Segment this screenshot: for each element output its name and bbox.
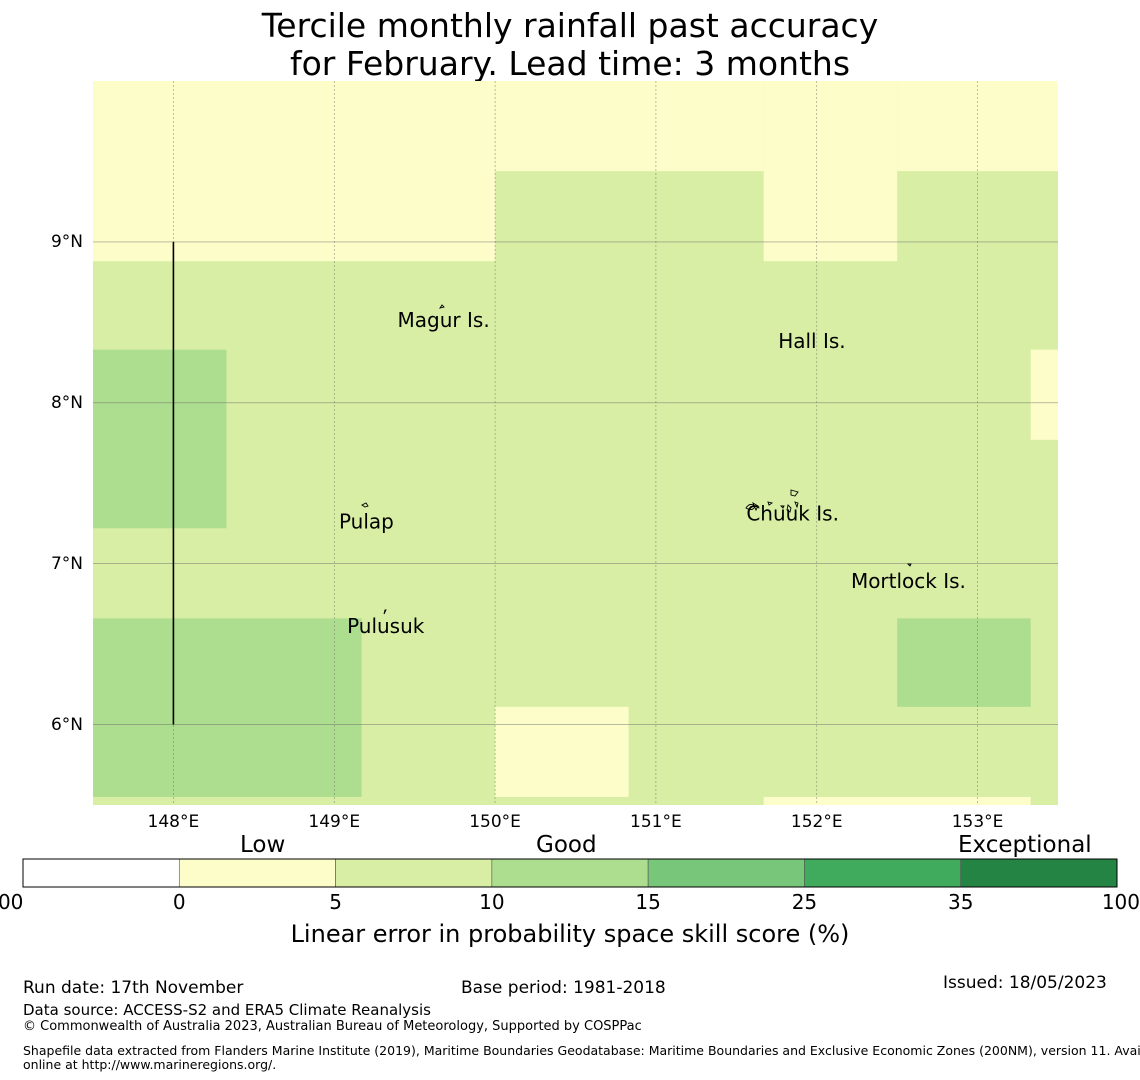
colorbar-segment — [491, 858, 649, 888]
colorbar-tick-label: 0 — [172, 890, 186, 914]
island-label: Mortlock Is. — [851, 569, 966, 593]
base-period: Base period: 1981-2018 — [461, 978, 666, 998]
data-source: Data source: ACCESS-S2 and ERA5 Climate … — [23, 1001, 431, 1019]
chart-title-line2: for February. Lead time: 3 months — [289, 44, 851, 83]
island-label: Pulusuk — [347, 614, 425, 638]
colorbar-tick-label: 10 — [479, 890, 505, 914]
island-label: Pulap — [339, 509, 394, 533]
colorbar-tick-label: 25 — [791, 890, 818, 914]
longitude-tick-label: 150°E — [469, 812, 521, 832]
skill-region-low — [1030, 349, 1058, 440]
island-outline — [361, 502, 369, 508]
island-label: Magur Is. — [398, 308, 490, 332]
island-label: Chuuk Is. — [746, 501, 839, 525]
shapefile-credit-line1: Shapefile data extracted from Flanders M… — [23, 1043, 1140, 1058]
skill-region-low — [495, 706, 629, 797]
colorbar-tick-label: 100 — [1101, 890, 1140, 914]
latitude-tick-label: 8°N — [50, 392, 83, 413]
colorbar-category-good: Good — [536, 832, 597, 858]
island-outline — [794, 501, 799, 509]
colorbar-tick-label: 35 — [947, 890, 974, 914]
island-outline — [779, 505, 785, 509]
longitude-tick-label: 148°E — [147, 812, 200, 832]
island-outline — [745, 503, 756, 511]
colorbar-label: Linear error in probability space skill … — [290, 920, 850, 948]
colorbar-segment — [804, 858, 962, 888]
copyright: © Commonwealth of Australia 2023, Austra… — [23, 1019, 642, 1034]
latitude-tick-label: 7°N — [50, 553, 83, 574]
island-outline — [786, 504, 792, 513]
colorbar-segment — [960, 858, 1118, 888]
chart-title-line1: Tercile monthly rainfall past accuracy — [261, 6, 879, 45]
issued-date: Issued: 18/05/2023 — [943, 973, 1107, 993]
skill-region-good_10_15 — [897, 618, 1031, 707]
colorbar-category-low: Low — [240, 832, 286, 858]
colorbar-frame — [22, 858, 1118, 888]
latitude-tick-label: 9°N — [50, 231, 83, 252]
skill-region-low — [763, 81, 898, 262]
colorbar-tick-label: 15 — [635, 890, 661, 914]
skill-region-good_10_15 — [93, 618, 362, 797]
skill-region-good_10_15 — [93, 349, 227, 529]
island-outline — [790, 489, 799, 497]
colorbar-segment — [22, 858, 180, 888]
longitude-tick-label: 152°E — [790, 812, 843, 832]
colorbar-segment — [178, 858, 336, 888]
skill-region-low — [495, 81, 764, 172]
shapefile-credit-line2: online at http://www.marineregions.org/. — [23, 1057, 277, 1072]
colorbar-tick-label: 5 — [329, 890, 342, 914]
longitude-tick-label: 151°E — [630, 812, 682, 832]
skill-region-low — [763, 796, 1031, 805]
longitude-tick-label: 149°E — [308, 812, 361, 832]
longitude-tick-label: 153°E — [951, 812, 1004, 832]
island-label: Hall Is. — [778, 329, 845, 353]
colorbar-category-exceptional: Exceptional — [958, 832, 1092, 858]
skill-region-low — [93, 81, 496, 262]
latitude-tick-label: 6°N — [50, 714, 83, 735]
island-outline — [438, 304, 445, 309]
island-outline — [767, 501, 774, 506]
island-outline — [906, 563, 912, 567]
island-outline — [383, 609, 387, 615]
run-date: Run date: 17th November — [23, 978, 244, 998]
island-outline — [752, 501, 759, 512]
colorbar-tick-label: -100 — [0, 890, 24, 914]
colorbar-segment — [335, 858, 493, 888]
colorbar-segment — [647, 858, 805, 888]
